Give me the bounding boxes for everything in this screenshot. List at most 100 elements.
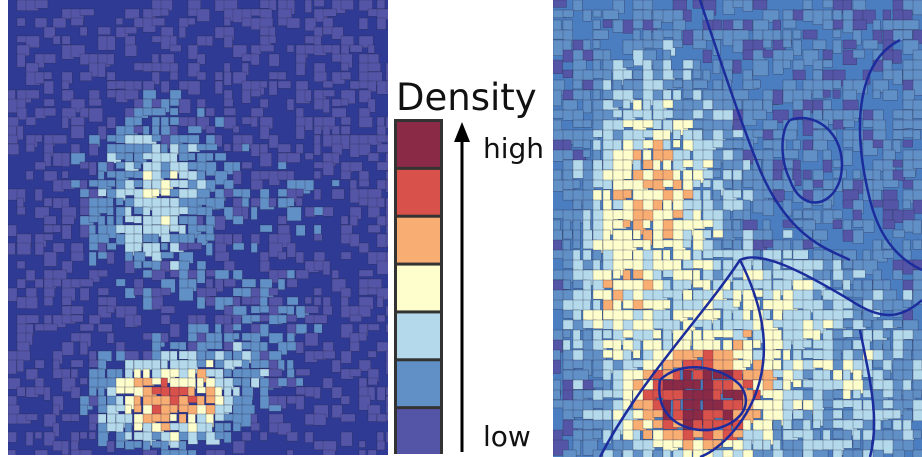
map-cell xyxy=(843,390,851,399)
map-cell xyxy=(763,270,772,280)
map-cell xyxy=(753,0,767,9)
map-cell xyxy=(613,390,624,398)
map-cell xyxy=(179,243,188,250)
map-cell xyxy=(260,153,272,167)
map-cell xyxy=(633,230,641,239)
map-cell xyxy=(643,60,652,71)
map-cell xyxy=(305,0,312,13)
map-cell xyxy=(583,200,594,210)
map-cell xyxy=(35,72,44,84)
map-cell xyxy=(125,81,134,90)
map-cell xyxy=(563,20,573,30)
map-cell xyxy=(583,300,591,311)
map-cell xyxy=(603,10,618,19)
map-cell xyxy=(188,9,198,16)
map-cell xyxy=(843,410,855,420)
map-cell xyxy=(663,300,670,309)
map-cell xyxy=(368,324,379,330)
map-cell xyxy=(763,200,774,216)
map-cell xyxy=(563,330,571,338)
map-cell xyxy=(323,378,333,388)
map-cell xyxy=(583,150,590,157)
map-cell xyxy=(215,234,224,244)
map-cell xyxy=(287,306,294,315)
map-cell xyxy=(683,180,693,191)
map-cell xyxy=(269,297,283,306)
map-cell xyxy=(251,306,260,313)
map-cell xyxy=(44,216,56,225)
map-cell xyxy=(71,306,84,314)
map-cell xyxy=(883,220,895,229)
map-cell xyxy=(287,99,294,110)
map-cell xyxy=(215,0,225,11)
map-cell xyxy=(134,252,145,262)
map-cell xyxy=(260,99,268,108)
map-cell xyxy=(723,170,732,180)
map-cell xyxy=(296,225,305,236)
map-cell xyxy=(71,18,83,26)
map-cell xyxy=(80,342,88,355)
map-cell xyxy=(377,135,386,142)
map-cell xyxy=(89,252,96,266)
map-cell xyxy=(260,81,267,88)
map-cell xyxy=(323,207,333,216)
map-cell xyxy=(170,207,180,216)
map-cell xyxy=(17,243,31,255)
map-cell xyxy=(783,420,792,429)
map-cell xyxy=(287,153,300,163)
map-cell xyxy=(242,90,251,103)
map-cell xyxy=(80,108,89,118)
map-cell xyxy=(224,297,233,305)
map-cell xyxy=(793,250,808,259)
map-cell xyxy=(260,297,268,307)
map-cell xyxy=(793,350,802,362)
map-cell xyxy=(653,60,665,71)
map-cell xyxy=(763,290,774,300)
map-cell xyxy=(161,306,175,313)
map-cell xyxy=(269,333,283,343)
map-cell xyxy=(350,234,359,247)
map-cell xyxy=(125,261,135,273)
map-cell xyxy=(134,135,143,144)
map-cell xyxy=(663,200,672,211)
map-cell xyxy=(341,216,348,224)
map-cell xyxy=(125,90,139,100)
map-cell xyxy=(323,9,336,16)
map-cell xyxy=(653,40,664,49)
map-cell xyxy=(35,18,47,28)
map-cell xyxy=(623,350,631,361)
map-cell xyxy=(80,450,92,457)
map-cell xyxy=(823,80,833,91)
map-cell xyxy=(350,315,362,322)
map-cell xyxy=(843,150,852,165)
map-cell xyxy=(287,297,298,305)
map-cell xyxy=(903,380,911,391)
map-cell xyxy=(107,207,114,215)
map-cell xyxy=(623,220,630,227)
map-cell xyxy=(251,90,261,97)
map-cell xyxy=(80,72,92,81)
map-cell xyxy=(314,0,324,7)
map-cell xyxy=(341,135,350,149)
map-cell xyxy=(693,70,701,79)
map-cell xyxy=(663,90,671,100)
map-cell xyxy=(693,400,700,410)
map-cell xyxy=(143,450,157,457)
map-cell xyxy=(793,30,801,39)
map-cell xyxy=(269,369,282,377)
map-cell xyxy=(603,180,612,189)
map-cell xyxy=(233,171,242,184)
map-cell xyxy=(903,290,912,301)
map-cell xyxy=(251,45,261,54)
map-cell xyxy=(215,198,224,209)
map-cell xyxy=(853,310,861,321)
map-cell xyxy=(683,240,691,248)
map-cell xyxy=(296,252,304,263)
map-cell xyxy=(314,234,322,241)
map-cell xyxy=(278,315,287,323)
map-cell xyxy=(341,297,348,307)
map-cell xyxy=(134,387,144,397)
map-cell xyxy=(563,390,573,402)
map-cell xyxy=(152,270,165,280)
map-cell xyxy=(773,360,781,370)
